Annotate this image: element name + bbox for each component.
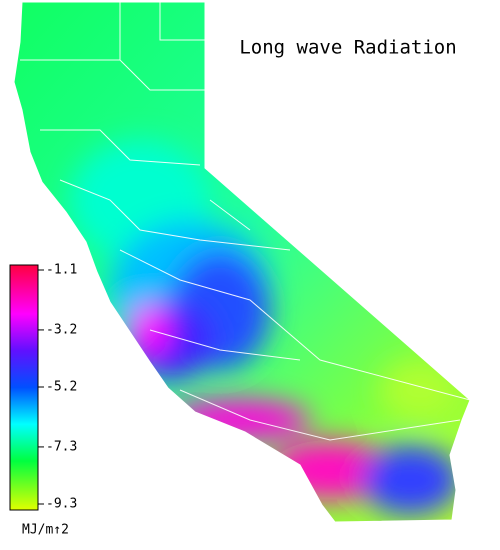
map-title: Long wave Radiation	[239, 37, 456, 59]
colorbar-tick-label: -1.1	[46, 263, 77, 278]
colorbar-unit: MJ/m↑2	[22, 523, 69, 538]
colorbar-tick-label: -5.2	[46, 380, 77, 395]
colorbar-tick-label: -3.2	[46, 322, 77, 337]
colorbar	[9, 264, 39, 511]
colorbar-tick-label: -9.3	[46, 497, 77, 512]
state-outline	[13, 1, 471, 523]
colorbar-tick-label: -7.3	[46, 439, 77, 454]
